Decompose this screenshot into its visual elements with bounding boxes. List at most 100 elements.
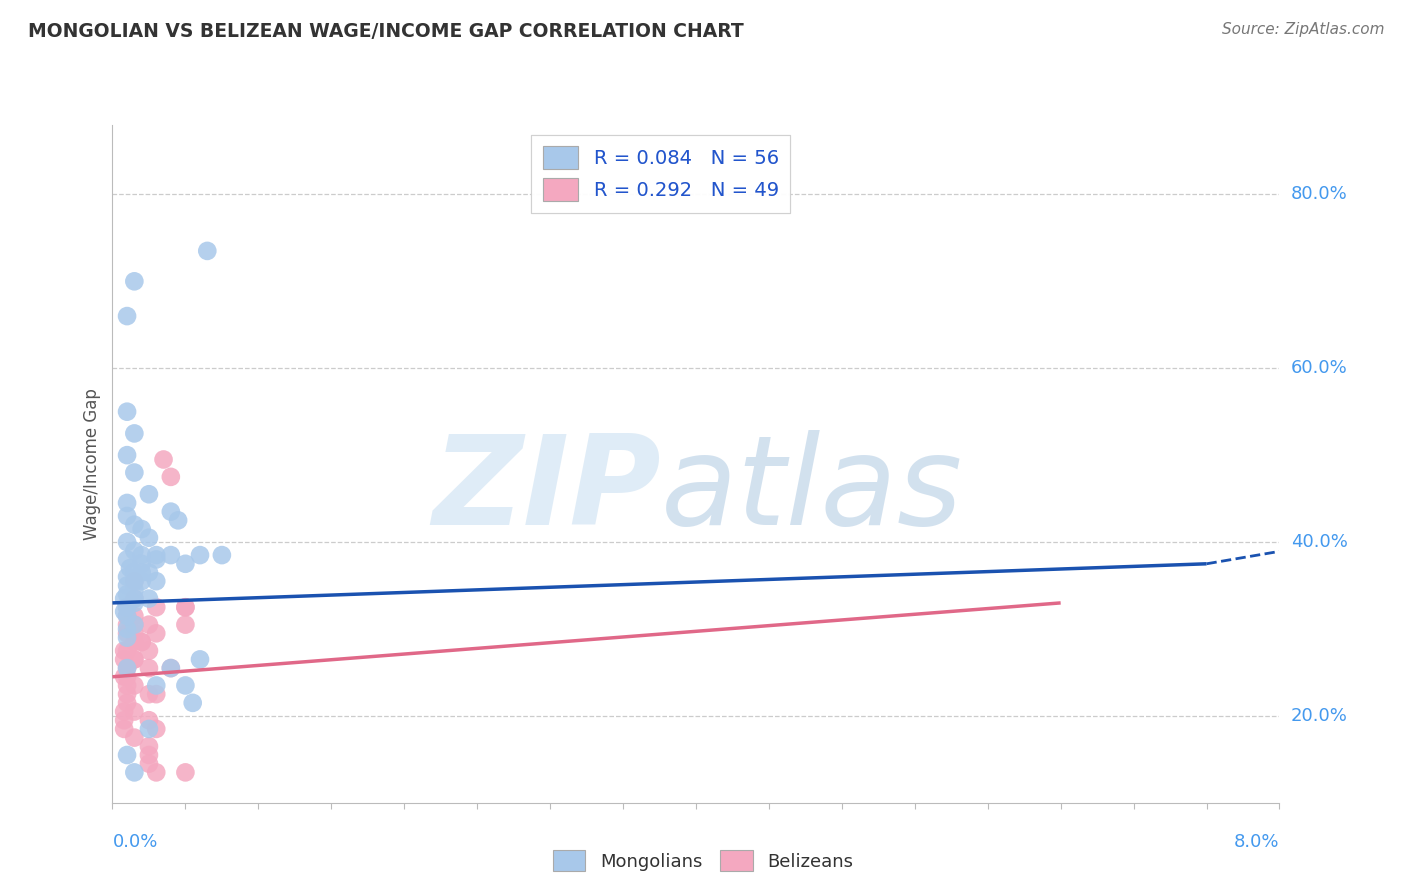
- Point: [115, 670, 138, 684]
- Point: [115, 600, 138, 615]
- Point: [112, 652, 135, 666]
- Point: [115, 661, 138, 675]
- Point: [138, 739, 160, 754]
- Point: [115, 631, 138, 645]
- Point: [138, 591, 160, 606]
- Point: [124, 574, 146, 589]
- Legend: Mongolians, Belizeans: Mongolians, Belizeans: [546, 843, 860, 879]
- Point: [160, 470, 183, 484]
- Point: [112, 722, 135, 736]
- Point: [174, 600, 197, 615]
- Point: [174, 600, 197, 615]
- Point: [118, 561, 141, 575]
- Text: 20.0%: 20.0%: [1291, 706, 1347, 725]
- Point: [124, 609, 146, 624]
- Point: [115, 617, 138, 632]
- Point: [124, 635, 146, 649]
- Point: [124, 517, 146, 532]
- Point: [115, 609, 138, 624]
- Text: Source: ZipAtlas.com: Source: ZipAtlas.com: [1222, 22, 1385, 37]
- Point: [124, 274, 146, 288]
- Point: [115, 405, 138, 419]
- Point: [115, 747, 138, 762]
- Point: [145, 626, 167, 640]
- Point: [138, 722, 160, 736]
- Point: [115, 508, 138, 523]
- Point: [167, 513, 190, 527]
- Point: [160, 505, 183, 519]
- Point: [115, 570, 138, 584]
- Point: [138, 617, 160, 632]
- Point: [131, 566, 153, 580]
- Point: [174, 765, 197, 780]
- Point: [115, 696, 138, 710]
- Point: [124, 678, 146, 692]
- Point: [145, 600, 167, 615]
- Point: [131, 574, 153, 589]
- Point: [138, 487, 160, 501]
- Point: [145, 765, 167, 780]
- Point: [152, 452, 174, 467]
- Point: [188, 548, 211, 562]
- Text: MONGOLIAN VS BELIZEAN WAGE/INCOME GAP CORRELATION CHART: MONGOLIAN VS BELIZEAN WAGE/INCOME GAP CO…: [28, 22, 744, 41]
- Point: [124, 652, 146, 666]
- Point: [174, 557, 197, 571]
- Point: [131, 635, 153, 649]
- Point: [115, 496, 138, 510]
- Point: [138, 687, 160, 701]
- Point: [115, 552, 138, 566]
- Point: [124, 591, 146, 606]
- Point: [115, 626, 138, 640]
- Point: [115, 578, 138, 592]
- Point: [145, 574, 167, 589]
- Point: [115, 600, 138, 615]
- Point: [124, 596, 146, 610]
- Text: ZIP: ZIP: [432, 431, 661, 551]
- Point: [115, 622, 138, 636]
- Point: [195, 244, 218, 258]
- Text: 80.0%: 80.0%: [1291, 186, 1347, 203]
- Point: [124, 731, 146, 745]
- Legend: R = 0.084   N = 56, R = 0.292   N = 49: R = 0.084 N = 56, R = 0.292 N = 49: [531, 135, 790, 212]
- Point: [115, 687, 138, 701]
- Point: [138, 756, 160, 771]
- Point: [124, 582, 146, 597]
- Point: [112, 591, 135, 606]
- Point: [131, 522, 153, 536]
- Point: [124, 426, 146, 441]
- Point: [145, 552, 167, 566]
- Point: [145, 548, 167, 562]
- Text: 0.0%: 0.0%: [112, 833, 157, 851]
- Point: [138, 566, 160, 580]
- Point: [124, 574, 146, 589]
- Point: [145, 687, 167, 701]
- Point: [145, 678, 167, 692]
- Point: [138, 713, 160, 727]
- Point: [124, 765, 146, 780]
- Point: [124, 617, 146, 632]
- Point: [145, 722, 167, 736]
- Point: [112, 713, 135, 727]
- Point: [181, 696, 204, 710]
- Point: [174, 617, 197, 632]
- Text: 60.0%: 60.0%: [1291, 359, 1347, 377]
- Point: [138, 531, 160, 545]
- Point: [211, 548, 233, 562]
- Point: [131, 635, 153, 649]
- Point: [138, 643, 160, 657]
- Point: [115, 587, 138, 601]
- Point: [124, 652, 146, 666]
- Point: [115, 535, 138, 549]
- Point: [112, 643, 135, 657]
- Point: [160, 661, 183, 675]
- Y-axis label: Wage/Income Gap: Wage/Income Gap: [83, 388, 101, 540]
- Text: atlas: atlas: [661, 431, 963, 551]
- Point: [124, 591, 146, 606]
- Point: [131, 548, 153, 562]
- Point: [124, 626, 146, 640]
- Point: [124, 617, 146, 632]
- Point: [124, 543, 146, 558]
- Point: [115, 448, 138, 462]
- Point: [160, 548, 183, 562]
- Point: [124, 566, 146, 580]
